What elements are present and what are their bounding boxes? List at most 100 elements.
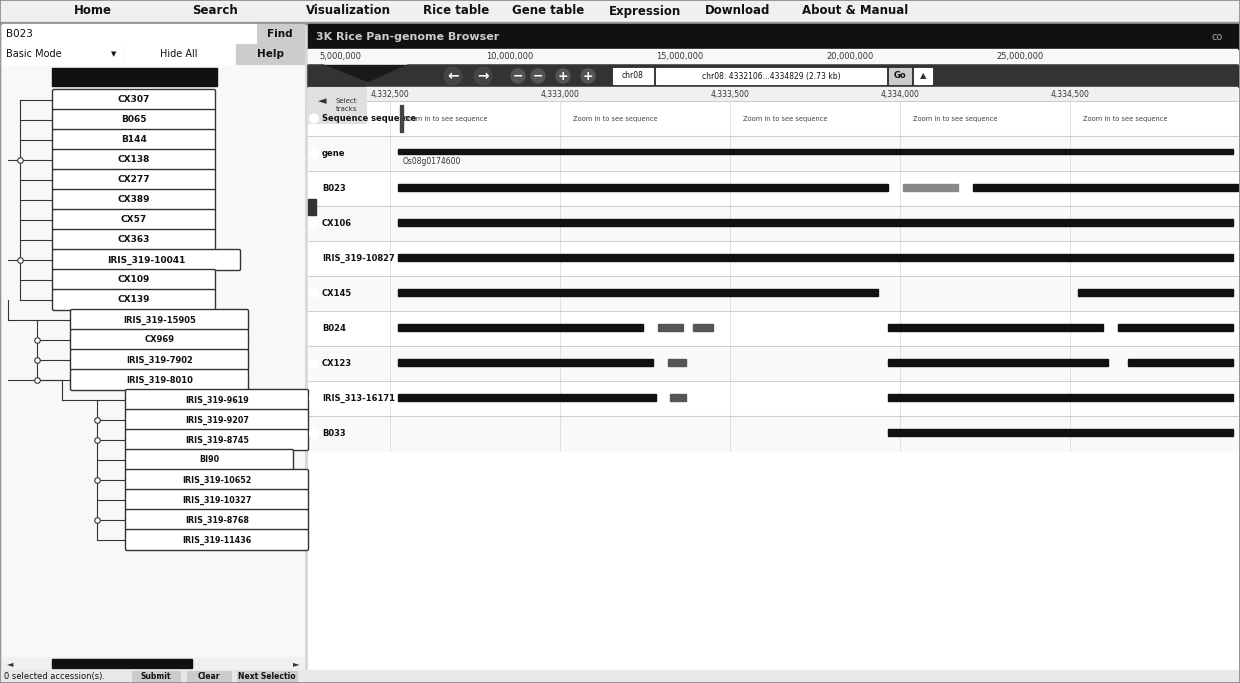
- Text: +: +: [583, 70, 593, 83]
- Bar: [131, 671, 180, 682]
- FancyBboxPatch shape: [52, 270, 216, 290]
- Circle shape: [310, 359, 319, 368]
- Text: 4,334,500: 4,334,500: [1050, 89, 1090, 98]
- Text: Visualization: Visualization: [305, 5, 391, 18]
- Text: CX389: CX389: [118, 195, 150, 204]
- Text: Basic Mode: Basic Mode: [6, 49, 62, 59]
- Text: Clear: Clear: [197, 672, 221, 681]
- Bar: [308, 346, 1238, 381]
- Circle shape: [310, 219, 319, 228]
- Text: chr08: chr08: [622, 72, 644, 81]
- Circle shape: [310, 324, 319, 333]
- Bar: [308, 416, 1238, 451]
- Bar: [308, 87, 366, 123]
- Bar: [914, 68, 932, 84]
- Text: Go: Go: [894, 72, 906, 81]
- Bar: [398, 359, 653, 366]
- Text: IRIS_319-8745: IRIS_319-8745: [185, 436, 249, 445]
- Bar: [308, 101, 1238, 136]
- Bar: [2, 44, 122, 64]
- Text: IRIS_319-10327: IRIS_319-10327: [182, 495, 252, 505]
- FancyBboxPatch shape: [71, 350, 248, 370]
- Text: IRIS_319-8768: IRIS_319-8768: [185, 516, 249, 525]
- Bar: [236, 44, 304, 64]
- Text: 5,000,000: 5,000,000: [319, 53, 361, 61]
- Text: CX106: CX106: [322, 219, 352, 228]
- Bar: [2, 657, 304, 670]
- FancyBboxPatch shape: [52, 109, 216, 130]
- Text: Expression: Expression: [609, 5, 681, 18]
- Circle shape: [444, 67, 463, 85]
- Bar: [888, 429, 1233, 436]
- Bar: [0, 22, 1240, 24]
- FancyBboxPatch shape: [125, 449, 294, 471]
- Text: Zoom in to see sequence: Zoom in to see sequence: [573, 115, 657, 122]
- Bar: [670, 394, 686, 401]
- Bar: [187, 671, 231, 682]
- FancyBboxPatch shape: [125, 410, 309, 430]
- FancyBboxPatch shape: [125, 430, 309, 451]
- Text: IRIS_313-16171: IRIS_313-16171: [322, 394, 396, 403]
- Text: IRIS_319-10041: IRIS_319-10041: [108, 255, 186, 264]
- Bar: [398, 394, 656, 401]
- Bar: [124, 44, 234, 64]
- FancyBboxPatch shape: [52, 290, 216, 311]
- Bar: [656, 68, 887, 84]
- Text: B023: B023: [6, 29, 33, 39]
- Text: About & Manual: About & Manual: [802, 5, 908, 18]
- Text: CX969: CX969: [145, 335, 175, 344]
- Bar: [308, 381, 1238, 416]
- Circle shape: [310, 114, 319, 123]
- Text: CX307: CX307: [118, 96, 150, 104]
- Text: 25,000,000: 25,000,000: [997, 53, 1044, 61]
- Bar: [398, 149, 1233, 154]
- Bar: [52, 659, 192, 668]
- Text: B024: B024: [322, 324, 346, 333]
- Text: chr08: 4332106...4334829 (2.73 kb): chr08: 4332106...4334829 (2.73 kb): [702, 72, 841, 81]
- Text: B033: B033: [322, 429, 346, 438]
- Text: ←: ←: [448, 69, 459, 83]
- Text: Zoom in to see sequence: Zoom in to see sequence: [1083, 115, 1168, 122]
- Bar: [889, 68, 911, 84]
- Text: IRIS_319-10652: IRIS_319-10652: [182, 475, 252, 484]
- Text: IRIS_319-11436: IRIS_319-11436: [182, 535, 252, 544]
- Text: IRIS_319-9619: IRIS_319-9619: [185, 395, 249, 404]
- Text: +: +: [558, 70, 568, 83]
- Text: ▼: ▼: [112, 51, 117, 57]
- Text: 4,333,000: 4,333,000: [541, 89, 579, 98]
- Text: Zoom in to see sequence: Zoom in to see sequence: [403, 115, 487, 122]
- Bar: [903, 184, 959, 191]
- Text: ►: ►: [293, 659, 299, 668]
- FancyBboxPatch shape: [52, 130, 216, 150]
- Text: CX57: CX57: [120, 216, 148, 225]
- Text: Zoom in to see sequence: Zoom in to see sequence: [913, 115, 997, 122]
- Text: B065: B065: [122, 115, 146, 124]
- Circle shape: [531, 69, 546, 83]
- Bar: [308, 241, 1238, 276]
- Circle shape: [310, 289, 319, 298]
- Bar: [308, 24, 1238, 683]
- Text: Sequence sequence: Sequence sequence: [322, 114, 417, 123]
- Text: 0 selected accession(s).: 0 selected accession(s).: [4, 672, 105, 681]
- Text: 10,000,000: 10,000,000: [486, 53, 533, 61]
- Text: 4,334,000: 4,334,000: [880, 89, 919, 98]
- FancyBboxPatch shape: [125, 490, 309, 510]
- Text: −: −: [533, 70, 543, 83]
- FancyBboxPatch shape: [125, 510, 309, 531]
- Circle shape: [474, 67, 492, 85]
- Bar: [668, 359, 686, 366]
- FancyBboxPatch shape: [71, 309, 248, 331]
- Text: Zoom in to see sequence: Zoom in to see sequence: [743, 115, 827, 122]
- Bar: [0, 670, 1240, 683]
- FancyBboxPatch shape: [52, 169, 216, 191]
- Text: IRIS_319-7902: IRIS_319-7902: [126, 355, 193, 365]
- Text: ◄: ◄: [317, 96, 326, 106]
- Text: Select
tracks: Select tracks: [336, 98, 357, 112]
- Bar: [398, 254, 1233, 261]
- Text: 20,000,000: 20,000,000: [826, 53, 874, 61]
- Text: B144: B144: [122, 135, 146, 145]
- Bar: [398, 289, 878, 296]
- Bar: [2, 24, 304, 670]
- FancyBboxPatch shape: [52, 210, 216, 230]
- Text: ▲: ▲: [920, 72, 926, 81]
